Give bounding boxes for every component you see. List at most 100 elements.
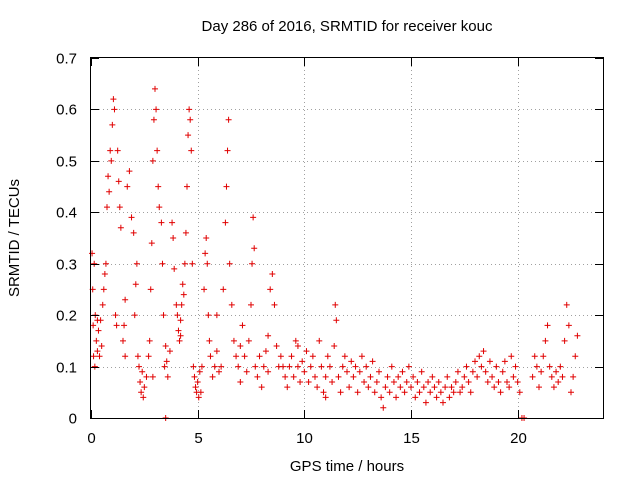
data-point <box>324 353 331 360</box>
data-point <box>174 312 181 319</box>
data-point <box>358 353 365 360</box>
data-point <box>176 337 183 344</box>
data-point <box>254 373 261 380</box>
data-point <box>312 373 318 380</box>
data-point <box>139 368 146 375</box>
data-point <box>401 389 408 396</box>
data-point <box>98 343 105 349</box>
data-point <box>91 260 98 267</box>
data-point <box>112 312 119 319</box>
data-point <box>233 353 240 360</box>
data-point <box>467 389 474 396</box>
data-point <box>386 389 393 396</box>
x-tick-label: 15 <box>403 430 420 447</box>
data-point <box>501 358 508 365</box>
data-point <box>223 183 230 190</box>
data-point <box>504 379 510 385</box>
data-point <box>301 368 308 375</box>
data-point <box>206 337 213 344</box>
data-point <box>175 327 182 334</box>
data-point <box>192 384 199 391</box>
data-point <box>207 353 214 360</box>
data-point <box>493 363 500 370</box>
x-tick-label: 5 <box>194 430 202 447</box>
data-point <box>156 204 163 211</box>
data-point <box>550 384 557 391</box>
y-tick-label: 0 <box>69 411 77 428</box>
data-point <box>187 116 194 123</box>
data-point <box>133 260 140 267</box>
data-point <box>277 353 284 360</box>
data-point <box>371 389 378 396</box>
data-point <box>559 373 566 380</box>
data-point <box>486 358 493 365</box>
data-point <box>341 353 348 360</box>
data-point <box>346 384 353 391</box>
data-point <box>555 379 562 385</box>
data-point <box>365 384 372 391</box>
data-point <box>367 373 374 380</box>
data-point <box>146 337 153 344</box>
data-point <box>245 337 252 344</box>
data-point <box>440 399 446 406</box>
data-point <box>216 368 222 375</box>
data-point <box>382 384 389 391</box>
data-point <box>101 271 108 277</box>
data-point <box>538 368 545 375</box>
data-point <box>442 384 449 391</box>
axis-ticks: 0 0.1 0.2 0.3 0.4 0.5 0.6 0.7 0 5 10 15 20 <box>56 51 603 447</box>
data-point <box>491 384 498 391</box>
y-tick-label: 0.1 <box>56 360 77 377</box>
data-point <box>130 229 137 236</box>
data-point <box>376 368 382 375</box>
data-point <box>465 379 472 385</box>
data-point <box>363 363 370 370</box>
data-point <box>178 301 185 308</box>
data-point <box>348 358 355 365</box>
data-point <box>131 312 138 319</box>
y-tick-label: 0.2 <box>56 308 77 325</box>
data-point <box>463 363 470 370</box>
data-point <box>126 168 133 175</box>
data-point <box>235 363 242 370</box>
data-point <box>297 379 304 385</box>
data-point <box>99 301 106 308</box>
plot-frame <box>90 57 604 419</box>
data-point <box>557 363 564 370</box>
data-point <box>271 301 278 308</box>
data-point <box>163 358 170 365</box>
data-point <box>241 353 248 360</box>
data-point <box>452 379 459 385</box>
data-point <box>461 373 468 380</box>
data-point <box>93 337 100 344</box>
data-point <box>105 173 112 180</box>
data-point <box>478 363 485 370</box>
data-points <box>89 85 581 421</box>
data-point <box>352 363 359 370</box>
data-point <box>190 363 197 370</box>
data-point <box>94 348 101 355</box>
data-point <box>499 368 506 375</box>
data-point <box>397 384 404 391</box>
data-point <box>568 389 574 396</box>
data-point <box>273 343 280 349</box>
data-point <box>303 348 310 355</box>
data-point <box>563 301 570 308</box>
data-point <box>399 368 406 375</box>
data-point <box>553 368 560 375</box>
data-point <box>472 358 478 365</box>
data-point <box>90 353 97 360</box>
data-point <box>410 373 417 380</box>
data-point <box>96 353 103 360</box>
data-point <box>184 183 190 190</box>
data-point <box>269 271 276 277</box>
y-tick-label: 0.4 <box>56 205 77 222</box>
data-point <box>138 389 145 396</box>
data-point <box>104 204 110 211</box>
y-axis-label: SRMTID / TECUs <box>6 179 23 297</box>
data-point <box>161 363 168 370</box>
data-point <box>544 322 551 329</box>
data-point <box>145 353 152 360</box>
x-tick-label: 0 <box>87 430 95 447</box>
data-point <box>570 373 577 380</box>
